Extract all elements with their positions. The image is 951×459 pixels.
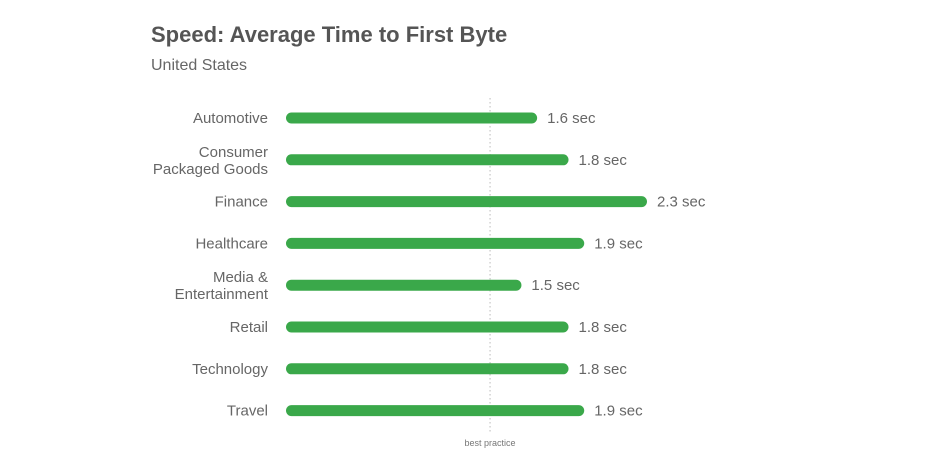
value-label: 1.6 sec	[547, 110, 596, 127]
category-label-line: Media &	[213, 269, 268, 286]
bar	[286, 279, 522, 291]
bar	[286, 321, 569, 333]
value-label: 1.8 sec	[579, 152, 628, 169]
category-label-line: Packaged Goods	[153, 161, 268, 178]
bar	[286, 112, 538, 124]
value-label: 2.3 sec	[657, 194, 706, 211]
category-label: Healthcare	[195, 235, 268, 252]
category-label: Technology	[192, 361, 268, 378]
category-label: Finance	[215, 194, 268, 211]
chart-title: Speed: Average Time to First Byte	[151, 22, 508, 47]
value-label: 1.8 sec	[579, 361, 628, 378]
bar	[286, 237, 585, 249]
category-label: Travel	[227, 403, 268, 420]
chart-subtitle: United States	[151, 57, 248, 74]
category-label: Consumer Packaged Goods	[153, 144, 268, 178]
category-label-line: Entertainment	[175, 286, 269, 303]
best-practice-label: best practice	[465, 438, 516, 448]
category-label: Retail	[230, 319, 268, 336]
bar	[286, 363, 569, 375]
value-label: 1.8 sec	[579, 319, 628, 336]
value-label: 1.9 sec	[594, 403, 643, 420]
value-label: 1.5 sec	[531, 277, 580, 294]
value-label: 1.9 sec	[594, 235, 643, 252]
bar	[286, 154, 569, 166]
category-label: Media & Entertainment	[175, 269, 269, 303]
category-label: Automotive	[193, 110, 268, 127]
bar	[286, 405, 585, 417]
bar	[286, 196, 647, 208]
category-label-line: Consumer	[199, 144, 268, 161]
